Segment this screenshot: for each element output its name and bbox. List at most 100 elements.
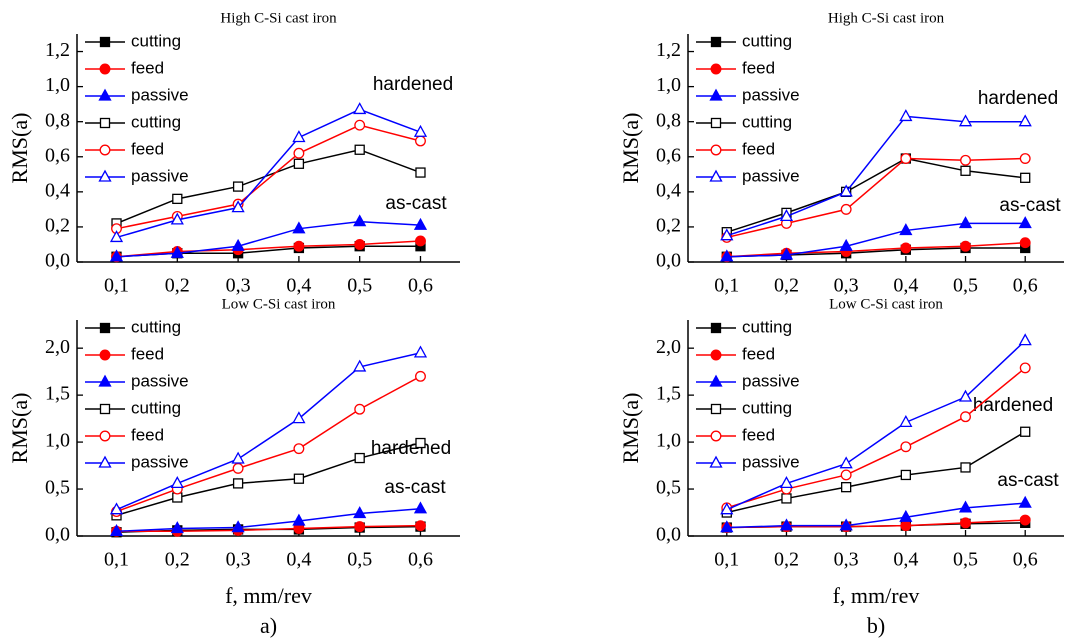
series-line (116, 124, 421, 230)
x-tick-label: 0,2 (774, 549, 799, 571)
data-point (900, 469, 911, 481)
series-line (116, 148, 421, 225)
x-tick-label: 0,4 (286, 275, 311, 297)
x-tick-label: 0,5 (347, 275, 372, 297)
y-tick-label: 1,0 (656, 74, 681, 96)
legend-marker (99, 349, 111, 361)
data-point (1019, 153, 1031, 164)
y-tick-label: 2,0 (656, 336, 681, 358)
x-tick-label: 0,3 (226, 275, 251, 297)
series-line (726, 340, 1026, 511)
data-point (413, 217, 428, 230)
y-tick-label: 0,2 (45, 215, 70, 237)
data-point (1018, 333, 1032, 346)
data-point (720, 249, 734, 262)
legend-label: feed (742, 425, 775, 444)
data-point (170, 245, 184, 258)
y-tick-label: 0,0 (45, 524, 70, 546)
y-tick-label: 1,5 (45, 383, 70, 405)
x-tick-label: 0,1 (104, 275, 129, 297)
legend-label: feed (131, 58, 164, 77)
legend-label: feed (742, 344, 775, 363)
legend-marker (710, 349, 722, 361)
x-tick-label: 0,6 (1013, 275, 1038, 297)
data-point (109, 502, 124, 515)
legend-label: feed (131, 139, 164, 158)
y-tick-label: 1,2 (45, 39, 70, 61)
y-tick-label: 2,0 (45, 336, 70, 358)
series-line (726, 157, 1026, 239)
data-point (900, 520, 912, 532)
data-point (109, 230, 124, 243)
x-tick-label: 0,1 (714, 549, 739, 571)
data-point (900, 242, 912, 254)
data-point (109, 523, 124, 536)
data-point (231, 238, 245, 251)
data-point (720, 228, 734, 241)
x-tick-label: 0,5 (953, 275, 978, 297)
data-point (839, 184, 853, 197)
x-tick-label: 0,3 (834, 275, 859, 297)
legend-label: passive (131, 452, 189, 471)
series-line (116, 108, 421, 239)
data-point (354, 239, 366, 250)
y-tick-label: 0,0 (45, 250, 70, 272)
legend-marker (99, 144, 111, 156)
x-tick-label: 0,2 (165, 275, 190, 297)
y-tick-label: 0,5 (656, 477, 681, 499)
data-point (899, 509, 913, 522)
data-point (292, 130, 306, 143)
x-axis-label: f, mm/rev (225, 583, 312, 608)
legend-label: cutting (742, 31, 792, 50)
data-point (293, 473, 305, 484)
y-axis-label: RMS(a) (618, 113, 643, 184)
data-point (354, 403, 366, 415)
data-point (1018, 216, 1032, 229)
data-point (170, 521, 184, 534)
y-tick-label: 0,0 (656, 524, 681, 546)
y-tick-label: 1,0 (45, 74, 70, 96)
legend-label: cutting (742, 317, 792, 336)
x-tick-label: 0,1 (714, 275, 739, 297)
data-point (958, 114, 973, 127)
chart-title: High C-Si cast iron (828, 10, 945, 26)
y-tick-label: 1,0 (45, 430, 70, 452)
series-line (116, 508, 421, 533)
annotation: as-cast (385, 193, 447, 214)
data-point (170, 212, 184, 225)
annotation: as-cast (999, 195, 1061, 216)
data-point (415, 370, 426, 382)
data-point (960, 462, 971, 473)
legend-marker (710, 403, 722, 415)
legend-marker (99, 322, 111, 334)
x-tick-label: 0,6 (408, 275, 433, 297)
data-point (900, 153, 912, 164)
chart-title: Low C-Si cast iron (829, 296, 943, 312)
legend-label: passive (131, 85, 189, 104)
data-point (415, 235, 426, 247)
data-point (293, 147, 305, 159)
legend-marker (710, 117, 722, 129)
legend-label: cutting (131, 31, 181, 50)
data-point (413, 345, 428, 358)
x-tick-label: 0,6 (408, 549, 433, 571)
data-point (353, 359, 367, 372)
y-tick-label: 0,8 (45, 109, 70, 131)
data-point (960, 240, 971, 252)
data-point (353, 214, 367, 227)
data-point (413, 501, 428, 514)
y-tick-label: 0,4 (45, 179, 70, 201)
series-line (726, 519, 1026, 529)
x-axis-label: f, mm/rev (833, 583, 920, 608)
data-point (1018, 114, 1032, 127)
data-point (293, 240, 305, 252)
legend-label: feed (742, 139, 775, 158)
data-point (292, 513, 306, 526)
data-point (840, 203, 852, 215)
data-point (293, 443, 305, 455)
legend-label: cutting (742, 398, 792, 417)
legend-label: feed (742, 58, 775, 77)
data-point (415, 437, 426, 449)
data-point (1019, 362, 1031, 374)
